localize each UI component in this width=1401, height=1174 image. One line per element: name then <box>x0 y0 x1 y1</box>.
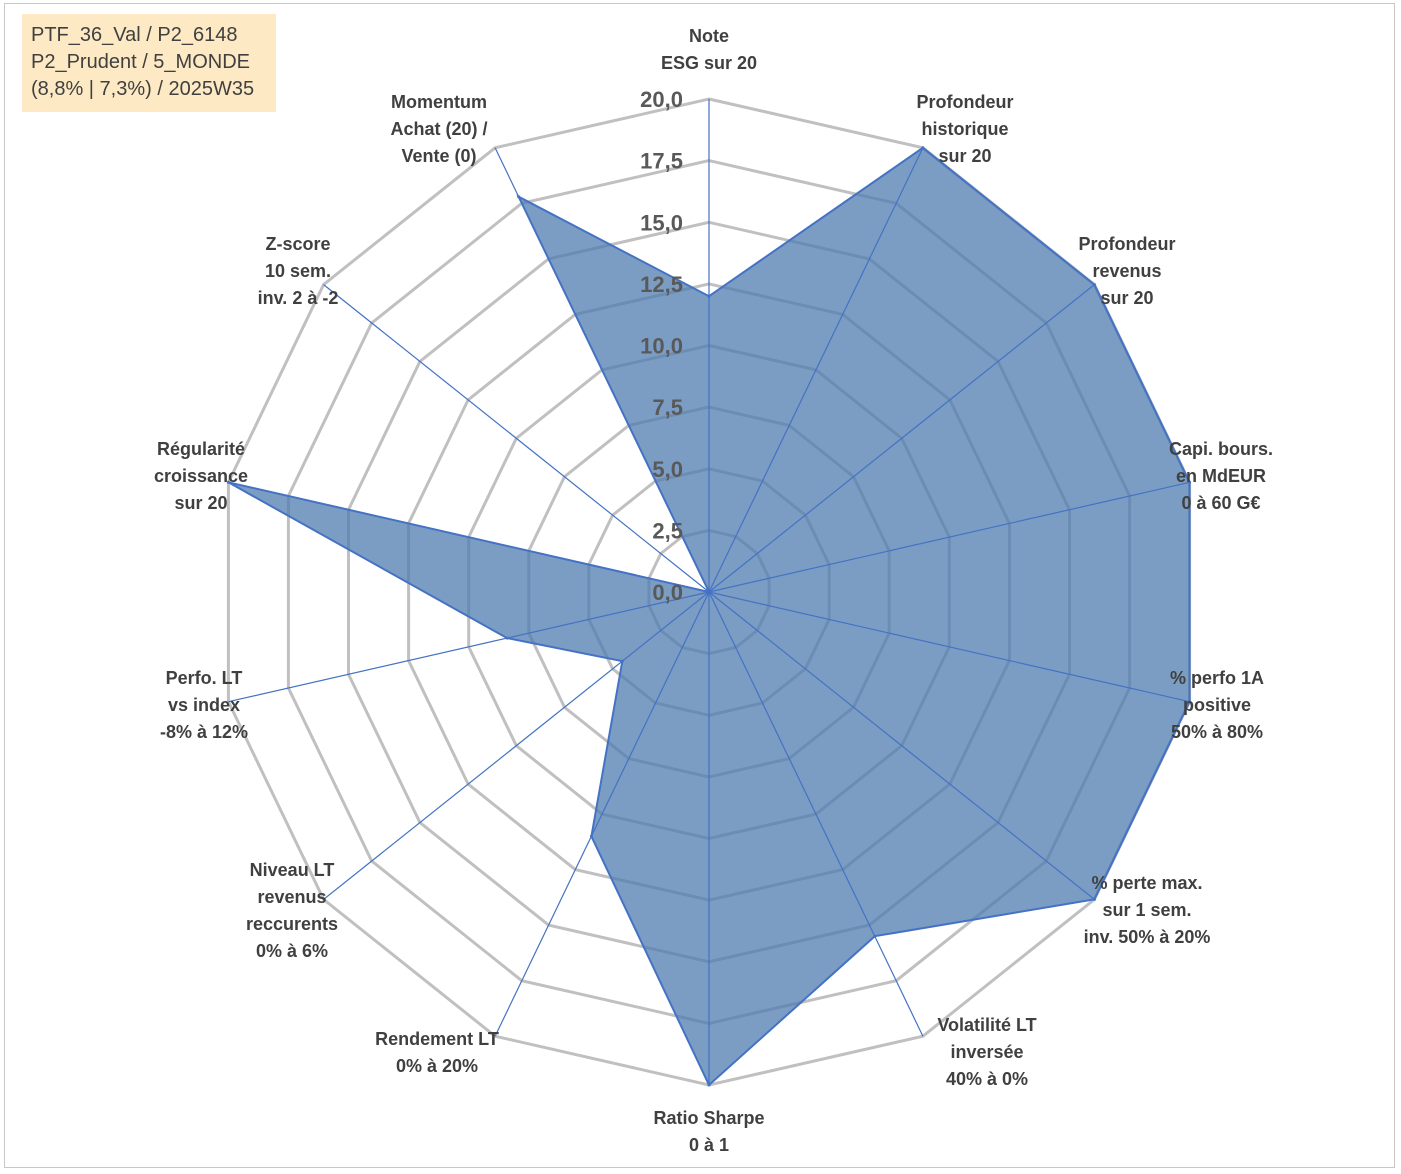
axis-label: Note <box>689 26 729 46</box>
axis-label: revenus <box>257 887 326 907</box>
axis-label: % perte max. <box>1091 873 1202 893</box>
axis-label: inversée <box>950 1042 1023 1062</box>
axis-spoke <box>708 481 1190 593</box>
axis-spoke <box>323 591 710 900</box>
axis-label: 50% à 80% <box>1171 722 1263 742</box>
axis-spoke <box>708 284 1095 593</box>
axis-label: sur 20 <box>938 146 991 166</box>
axis-label: Profondeur <box>1079 234 1176 254</box>
axis-spoke <box>228 481 710 593</box>
axis-labels: Note ESG sur 20 Profondeur historique sur 20… <box>154 26 1273 1155</box>
axis-spoke <box>323 284 710 593</box>
axis-label: Perfo. LT <box>166 668 243 688</box>
axis-label: positive <box>1183 695 1251 715</box>
axis-label: Vente (0) <box>401 146 476 166</box>
tick-label: 2,5 <box>652 518 683 543</box>
tick-label: 0,0 <box>652 580 683 605</box>
axis-label: en MdEUR <box>1176 466 1266 486</box>
info-line-3: (8,8% | 7,3%) / 2025W35 <box>31 78 255 100</box>
tick-label: 20,0 <box>640 87 683 112</box>
axis-label: Z-score <box>265 234 330 254</box>
info-line-2: P2_Prudent / 5_MONDE <box>31 51 250 73</box>
tick-label: 17,5 <box>640 149 683 174</box>
axis-spoke <box>494 147 710 593</box>
axis-label: Ratio Sharpe <box>653 1108 764 1128</box>
axis-spoke <box>708 591 1190 703</box>
axis-label: croissance <box>154 466 248 486</box>
axis-label: % perfo 1A <box>1170 668 1264 688</box>
axis-label: vs index <box>168 695 240 715</box>
portfolio-info-box: PTF_36_Val / P2_6148 P2_Prudent / 5_MOND… <box>22 14 276 112</box>
axis-spoke <box>708 591 1095 900</box>
axis-label: Achat (20) / <box>390 119 487 139</box>
axis-label: 10 sem. <box>265 261 331 281</box>
tick-label: 12,5 <box>640 272 683 297</box>
axis-label: inv. 2 à -2 <box>258 288 339 308</box>
axis-label: 40% à 0% <box>946 1069 1028 1089</box>
axis-label: revenus <box>1092 261 1161 281</box>
axis-label: reccurents <box>246 914 338 934</box>
axis-label: historique <box>921 119 1008 139</box>
tick-label: 5,0 <box>652 457 683 482</box>
axis-label: Régularité <box>157 439 245 459</box>
axis-spoke <box>708 591 924 1037</box>
axis-label: sur 20 <box>174 493 227 513</box>
axis-spoke <box>228 591 710 703</box>
axis-label: ESG sur 20 <box>661 53 757 73</box>
axis-label: Profondeur <box>917 92 1014 112</box>
axis-label: Capi. bours. <box>1169 439 1273 459</box>
radial-tick-labels: 0,0 2,5 5,0 7,5 10,0 12,5 15,0 17,5 20,0 <box>640 87 683 605</box>
info-line-1: PTF_36_Val / P2_6148 <box>31 24 238 46</box>
axis-spoke <box>494 591 710 1037</box>
axis-label: 0 à 60 G€ <box>1181 493 1260 513</box>
axis-label: Momentum <box>391 92 487 112</box>
axis-label: Niveau LT <box>250 860 335 880</box>
axis-label: 0% à 20% <box>396 1056 478 1076</box>
axis-label: 0 à 1 <box>689 1135 729 1155</box>
tick-label: 10,0 <box>640 334 683 359</box>
axis-label: 0% à 6% <box>256 941 328 961</box>
axis-label: sur 20 <box>1100 288 1153 308</box>
axis-label: Rendement LT <box>375 1029 499 1049</box>
tick-label: 15,0 <box>640 210 683 235</box>
radar-spokes <box>228 99 1190 1085</box>
axis-spoke <box>708 147 924 593</box>
tick-label: 7,5 <box>652 395 683 420</box>
axis-label: sur 1 sem. <box>1102 900 1191 920</box>
axis-label: Volatilité LT <box>937 1015 1036 1035</box>
axis-label: inv. 50% à 20% <box>1084 927 1211 947</box>
axis-label: -8% à 12% <box>160 722 248 742</box>
